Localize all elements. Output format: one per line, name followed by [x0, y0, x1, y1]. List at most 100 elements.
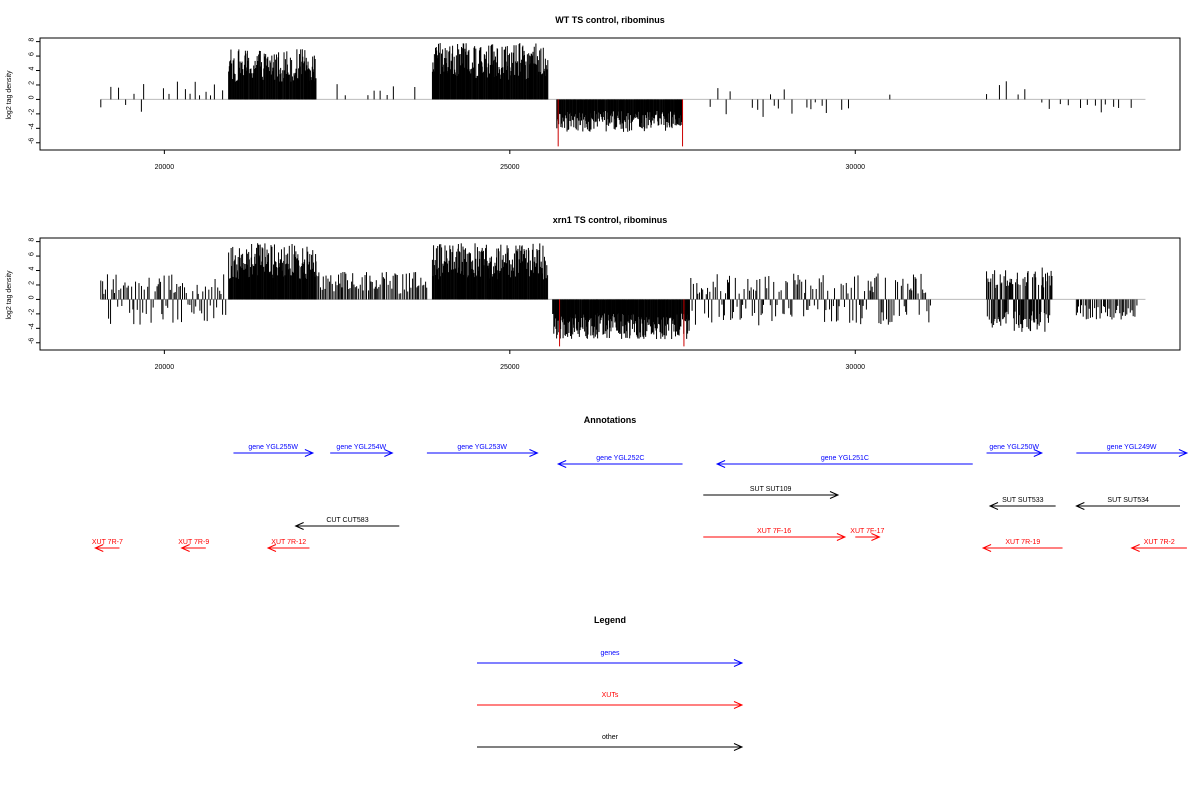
legend-panel: Legend genes XUTs other — [477, 615, 744, 751]
xrn1-y-axis: -6 -4 -2 0 2 4 6 8 — [29, 238, 40, 344]
legend-arrow-head — [733, 701, 744, 709]
y-tick-label: 2 — [29, 81, 36, 85]
annotation-label: SUT SUT534 — [1107, 497, 1149, 504]
annotation-label: XUT 7R-2 — [1144, 539, 1175, 546]
annotation-label: gene YGL253W — [457, 444, 507, 451]
annotation-feature: XUT 7F-16 — [703, 528, 847, 541]
wt-plot-frame — [39, 37, 1181, 151]
y-tick-label: 6 — [29, 52, 36, 56]
legend-arrow-head — [733, 659, 744, 667]
wt-y-axis: -6 -4 -2 0 2 4 6 8 — [29, 38, 40, 144]
annotation-label: XUT 7F-16 — [757, 528, 791, 535]
annotations-title: Annotations — [584, 415, 637, 425]
annotation-feature: gene YGL253W — [426, 444, 539, 457]
legend-item-gene: genes — [477, 650, 744, 667]
x-tick-label: 25000 — [500, 164, 520, 171]
xrn1-signal-panel: xrn1 TS control, ribominus log2 tag dens… — [6, 215, 1181, 371]
annotation-arrow-head — [871, 533, 881, 541]
annotation-arrow-head — [180, 544, 190, 552]
annotation-label: CUT CUT583 — [326, 517, 368, 524]
annotation-label: XUT 7R-9 — [178, 539, 209, 546]
annotation-label: SUT SUT109 — [750, 486, 792, 493]
wt-panel-title: WT TS control, ribominus — [555, 15, 665, 25]
legend-item-xut: XUTs — [477, 692, 744, 709]
annotation-label: XUT 7R-7 — [92, 539, 123, 546]
annotation-label: gene YGL252C — [596, 455, 644, 462]
annotation-feature: gene YGL250W — [986, 444, 1044, 457]
annotation-feature: XUT 7R-19 — [981, 539, 1063, 552]
y-tick-label: -6 — [29, 338, 36, 344]
annotations-panel: Annotations gene YGL255W gene YGL254W gene… — [92, 415, 1189, 552]
x-tick-label: 30000 — [846, 164, 866, 171]
legend-label: genes — [600, 650, 620, 657]
y-tick-label: 8 — [29, 38, 36, 42]
annotation-arrow-head — [829, 491, 840, 499]
legend-entries: genes XUTs other — [477, 650, 744, 751]
y-tick-label: -2 — [29, 109, 36, 115]
annotation-arrow-head — [266, 544, 277, 552]
annotation-feature: XUT 7R-7 — [92, 539, 123, 552]
annotation-arrow-head — [556, 460, 567, 468]
annotation-arrow-head — [304, 449, 315, 457]
y-tick-label: 0 — [29, 295, 36, 299]
y-tick-label: 4 — [29, 266, 36, 270]
y-tick-label: 2 — [29, 281, 36, 285]
annotation-feature: gene YGL254W — [330, 444, 394, 457]
annotation-arrow-head — [384, 449, 394, 457]
annotation-feature: SUT SUT109 — [703, 486, 840, 499]
x-tick-label: 25000 — [500, 364, 520, 371]
annotation-label: gene YGL254W — [336, 444, 386, 451]
y-tick-label: -6 — [29, 138, 36, 144]
annotation-feature: XUT 7R-9 — [178, 539, 209, 552]
x-tick-label: 20000 — [155, 164, 175, 171]
wt-signal-panel: WT TS control, ribominus log2 tag densit… — [6, 15, 1181, 171]
annotation-features: gene YGL255W gene YGL254W gene YGL253W gene… — [92, 444, 1189, 552]
annotation-arrow-head — [529, 449, 539, 457]
annotation-arrow-head — [836, 533, 847, 541]
y-tick-label: 8 — [29, 238, 36, 242]
y-tick-label: 6 — [29, 252, 36, 256]
wt-x-axis: 20000 25000 30000 — [155, 150, 865, 171]
x-tick-label: 30000 — [846, 364, 866, 371]
annotation-arrow-head — [1178, 449, 1189, 457]
annotation-label: gene YGL255W — [248, 444, 298, 451]
annotation-feature: CUT CUT583 — [294, 517, 400, 530]
wt-signal-bars — [100, 43, 1146, 147]
annotation-arrow-head — [715, 460, 726, 468]
annotation-label: gene YGL249W — [1107, 444, 1157, 451]
annotation-arrow-head — [988, 502, 999, 510]
x-tick-label: 20000 — [155, 364, 175, 371]
annotation-arrow-head — [1033, 449, 1044, 457]
annotation-arrow-head — [981, 544, 992, 552]
y-tick-label: -4 — [29, 123, 36, 129]
annotation-feature: XUT 7F-17 — [850, 528, 885, 541]
y-tick-label: 4 — [29, 66, 36, 70]
legend-title: Legend — [594, 615, 626, 625]
annotation-feature: SUT SUT534 — [1075, 497, 1180, 510]
legend-label: XUTs — [602, 692, 619, 699]
annotation-feature: SUT SUT533 — [988, 497, 1056, 510]
xrn1-x-axis: 20000 25000 30000 — [155, 350, 865, 371]
y-tick-label: -4 — [29, 323, 36, 329]
annotation-label: XUT 7R-12 — [271, 539, 306, 546]
y-tick-label: 0 — [29, 95, 36, 99]
xrn1-y-axis-label: log2 tag density — [6, 270, 13, 320]
annotation-arrow-head — [1130, 544, 1140, 552]
annotation-label: SUT SUT533 — [1002, 497, 1044, 504]
legend-label: other — [602, 734, 619, 741]
annotation-feature: gene YGL252C — [556, 455, 683, 468]
annotation-arrow-head — [1075, 502, 1085, 510]
annotation-feature: XUT 7R-12 — [266, 539, 310, 552]
annotation-arrow-head — [294, 522, 304, 530]
legend-arrow-head — [733, 743, 744, 751]
annotation-feature: XUT 7R-2 — [1130, 539, 1187, 552]
xrn1-panel-title: xrn1 TS control, ribominus — [553, 215, 668, 225]
annotation-label: gene YGL250W — [989, 444, 1039, 451]
annotation-arrow-head — [94, 544, 104, 552]
annotation-feature: gene YGL251C — [715, 455, 973, 468]
wt-y-axis-label: log2 tag density — [6, 70, 13, 120]
xrn1-plot-frame — [39, 237, 1181, 351]
annotation-label: XUT 7R-19 — [1005, 539, 1040, 546]
annotation-feature: gene YGL255W — [233, 444, 315, 457]
